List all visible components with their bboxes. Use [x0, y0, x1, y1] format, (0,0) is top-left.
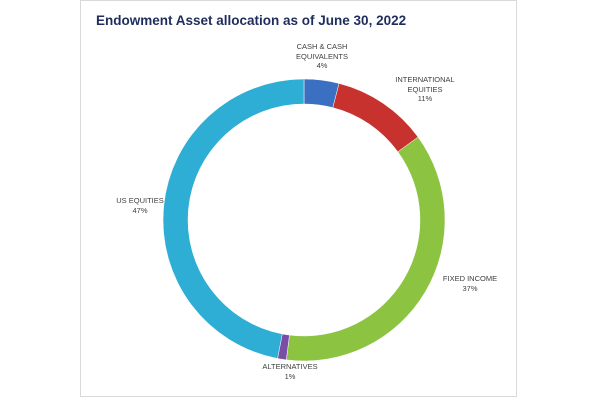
data-label: FIXED INCOME 37%	[425, 274, 515, 293]
value-label: 1%	[284, 371, 296, 381]
category-label: FIXED INCOME	[442, 274, 498, 283]
category-label: ALTERNATIVES	[262, 362, 318, 371]
value-label: 4%	[316, 61, 328, 70]
chart-title: Endowment Asset allocation as of June 30…	[96, 13, 407, 28]
value-label: 47%	[132, 205, 148, 215]
donut-segment	[162, 78, 305, 359]
category-label: US EQUITIES	[116, 196, 164, 205]
data-label: ALTERNATIVES 1%	[245, 362, 335, 381]
chart-frame	[80, 0, 517, 397]
category-label: CASH & CASH EQUIVALENTS	[296, 42, 348, 61]
data-label: INTERNATIONAL EQUITIES 11%	[380, 75, 470, 104]
value-label: 11%	[417, 94, 433, 103]
donut-segment	[286, 136, 446, 362]
value-label: 37%	[462, 283, 478, 293]
category-label: INTERNATIONAL EQUITIES	[395, 75, 455, 94]
data-label: US EQUITIES 47%	[95, 196, 185, 215]
data-label: CASH & CASH EQUIVALENTS 4%	[277, 42, 367, 71]
